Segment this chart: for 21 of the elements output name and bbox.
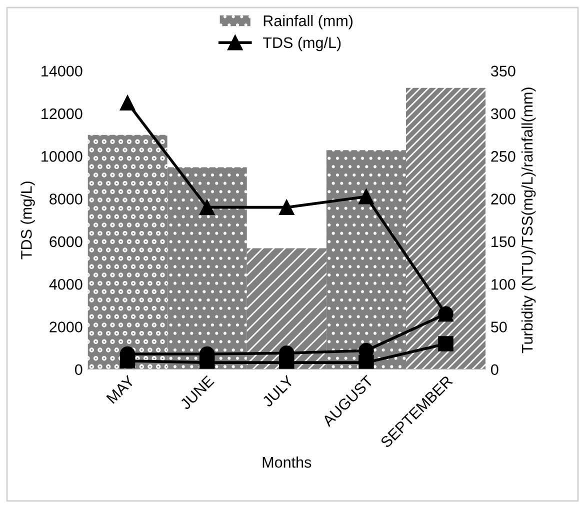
y-tick-label: 10000 <box>42 151 82 162</box>
y2-axis-title: Turbidity (NTU)/TSS(mg/L)/rainfall(mm) <box>521 88 536 354</box>
y-tick-label: 8000 <box>50 194 82 204</box>
y2-tick-label: 50 <box>491 322 507 332</box>
x-axis-title: Months <box>262 456 312 468</box>
y-tick-label: 14000 <box>42 66 82 77</box>
y-tick-label: 12000 <box>42 108 82 120</box>
y-tick-label: 4000 <box>49 278 82 290</box>
y-tick-label: 2000 <box>50 322 82 332</box>
y-tick-label: 6000 <box>50 236 82 248</box>
y2-tick-label: 150 <box>492 236 516 248</box>
legend-label: Rainfall (mm) <box>264 14 353 30</box>
legend-label: TDS (mg/L) <box>262 36 341 52</box>
y2-tick-label: 350 <box>490 66 516 77</box>
y2-tick-label: 200 <box>491 194 516 204</box>
y2-tick-label: 300 <box>490 108 516 120</box>
y-tick-label: 0 <box>74 364 82 376</box>
y2-tick-label: 100 <box>492 278 516 290</box>
y2-tick-label: 0 <box>491 364 498 376</box>
y2-tick-label: 250 <box>491 151 516 162</box>
y-axis-title: TDS (mg/L) <box>20 182 35 260</box>
